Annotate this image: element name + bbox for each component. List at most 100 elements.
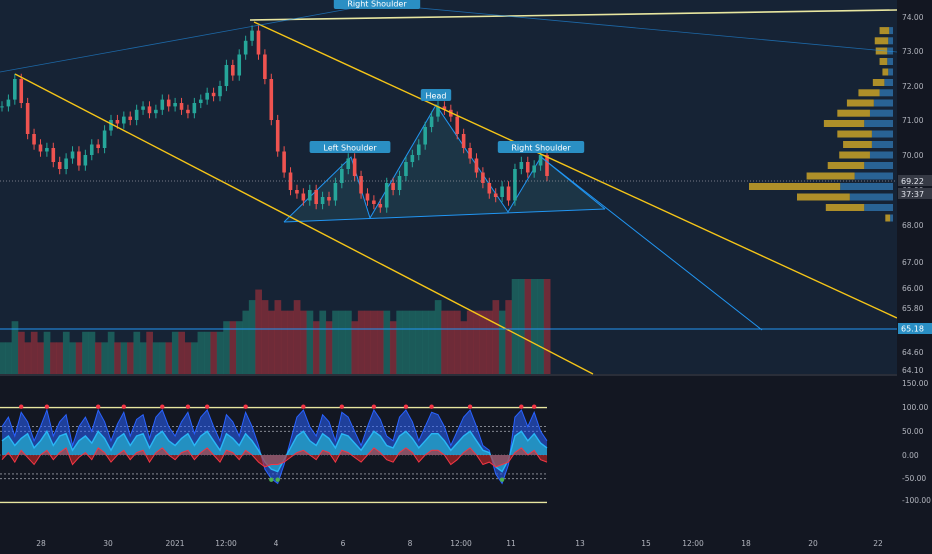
volume-profile-bar-right bbox=[888, 37, 893, 45]
oscillator-axis-tick: -50.00 bbox=[902, 474, 926, 483]
volume-bar bbox=[492, 300, 500, 374]
candle-body bbox=[481, 172, 485, 183]
volume-bar bbox=[236, 321, 243, 374]
candle-body bbox=[365, 193, 370, 201]
oscillator-pane[interactable] bbox=[0, 404, 548, 504]
time-axis-tick: 12:00 bbox=[450, 539, 472, 548]
volume-bar bbox=[82, 331, 89, 374]
candle-body bbox=[198, 99, 203, 103]
oscillator-signal-dot bbox=[275, 477, 280, 482]
volume-profile-bar-left bbox=[879, 58, 888, 65]
volume-bar bbox=[242, 310, 250, 374]
oscillator-area bbox=[2, 410, 547, 484]
trend-lines bbox=[0, 3, 898, 375]
time-axis[interactable]: 28 30 2021 12:00 4 6 8 12:00 11 13 15 12:00 18 20 22 bbox=[0, 537, 932, 550]
price-axis-tick: 71.00 bbox=[902, 116, 924, 125]
oscillator-signal-dot bbox=[531, 404, 537, 409]
candle-body bbox=[109, 120, 113, 131]
price-axis-tick: 70.00 bbox=[902, 151, 924, 160]
volume-profile-bar-left bbox=[846, 99, 874, 107]
volume-bar bbox=[0, 342, 6, 374]
volume-bar bbox=[107, 331, 115, 374]
oscillator-area bbox=[2, 447, 547, 467]
candle-body bbox=[166, 99, 171, 107]
volume-bar bbox=[287, 310, 295, 374]
price-axis-tick: 64.60 bbox=[902, 348, 924, 357]
candle-body bbox=[436, 106, 440, 117]
volume-bar bbox=[50, 342, 57, 374]
candle-body bbox=[250, 30, 254, 41]
candle-body bbox=[96, 144, 100, 148]
volume-profile-bar-left bbox=[858, 89, 880, 97]
volume-bar bbox=[191, 342, 198, 374]
volume-profile-bar-left bbox=[839, 151, 870, 159]
volume-bar bbox=[505, 300, 513, 374]
head-label: Head bbox=[426, 92, 447, 101]
volume-bar bbox=[248, 300, 256, 374]
candle-body bbox=[13, 79, 17, 100]
volume-profile-bar-right bbox=[873, 99, 893, 107]
price-axis-tick: 72.00 bbox=[902, 82, 924, 91]
volume-profile-bar-right bbox=[869, 109, 893, 117]
candle-body bbox=[70, 151, 75, 159]
volume-bar bbox=[75, 342, 83, 374]
candle-body bbox=[186, 109, 190, 114]
volume-profile-bar-left bbox=[843, 141, 872, 148]
volume-profile-bar-left bbox=[837, 109, 870, 117]
candle-body bbox=[500, 186, 504, 197]
volume-bar bbox=[402, 310, 410, 374]
volume-bar bbox=[421, 310, 429, 374]
oscillator-signal-dot bbox=[339, 404, 345, 409]
candle-body bbox=[275, 120, 280, 152]
volume-profile-bar-left bbox=[806, 172, 855, 180]
price-axis-bg bbox=[897, 0, 932, 539]
candle-body bbox=[442, 106, 447, 110]
volume-profile-bar-right bbox=[889, 27, 893, 35]
candle-body bbox=[359, 176, 363, 194]
candle-body bbox=[493, 193, 498, 197]
volume-bar bbox=[364, 310, 371, 374]
volume-profile-bar-left bbox=[797, 193, 850, 201]
time-axis-bg bbox=[0, 537, 932, 550]
volume-profile-bar-left bbox=[874, 37, 889, 45]
candle-body bbox=[6, 99, 11, 107]
volume-profile-bar-right bbox=[871, 130, 893, 138]
volume-bar bbox=[62, 331, 70, 374]
volume-profile-bar-right bbox=[864, 204, 893, 211]
volume-bar bbox=[415, 310, 423, 374]
oscillator-signal-dot bbox=[499, 477, 505, 482]
candle-body bbox=[19, 79, 24, 103]
volume-bar bbox=[486, 310, 493, 374]
candle-body bbox=[218, 86, 222, 97]
candle-body bbox=[115, 120, 120, 124]
candle-body bbox=[134, 109, 139, 120]
volume-bar bbox=[5, 342, 12, 374]
volume-bar bbox=[377, 310, 384, 374]
volume-bar bbox=[184, 342, 192, 374]
left-shoulder-label: Left Shoulder bbox=[323, 144, 377, 153]
candle-body bbox=[45, 148, 49, 152]
time-axis-tick: 12:00 bbox=[215, 539, 237, 548]
oscillator-signal-dot bbox=[44, 404, 50, 409]
oscillator-signal-dot bbox=[95, 404, 101, 409]
countdown-tag-bg bbox=[898, 188, 932, 199]
volume-bar bbox=[11, 321, 19, 374]
time-axis-tick: 6 bbox=[341, 539, 346, 548]
candle-body bbox=[468, 148, 472, 159]
volume-bar bbox=[537, 279, 545, 374]
oscillator-line bbox=[1, 408, 548, 485]
candle-body bbox=[461, 134, 466, 148]
oscillator-signal-dot bbox=[403, 404, 409, 409]
candle-body bbox=[532, 165, 536, 173]
price-axis-tick: 74.00 bbox=[902, 13, 924, 22]
price-axis[interactable]: 74.0073.0072.0071.0070.0069.0068.0067.00… bbox=[897, 0, 932, 539]
oscillator-axis-tick: -100.00 bbox=[902, 496, 931, 505]
volume-bar bbox=[370, 310, 378, 374]
last-price-tag-bg bbox=[898, 175, 932, 186]
time-axis-tick: 11 bbox=[506, 539, 516, 548]
volume-bar bbox=[345, 310, 352, 374]
right-shoulder-label-bg bbox=[497, 141, 585, 153]
volume-profile-bar-left bbox=[885, 214, 891, 222]
top-line bbox=[249, 9, 898, 21]
volume-bar bbox=[56, 342, 64, 374]
